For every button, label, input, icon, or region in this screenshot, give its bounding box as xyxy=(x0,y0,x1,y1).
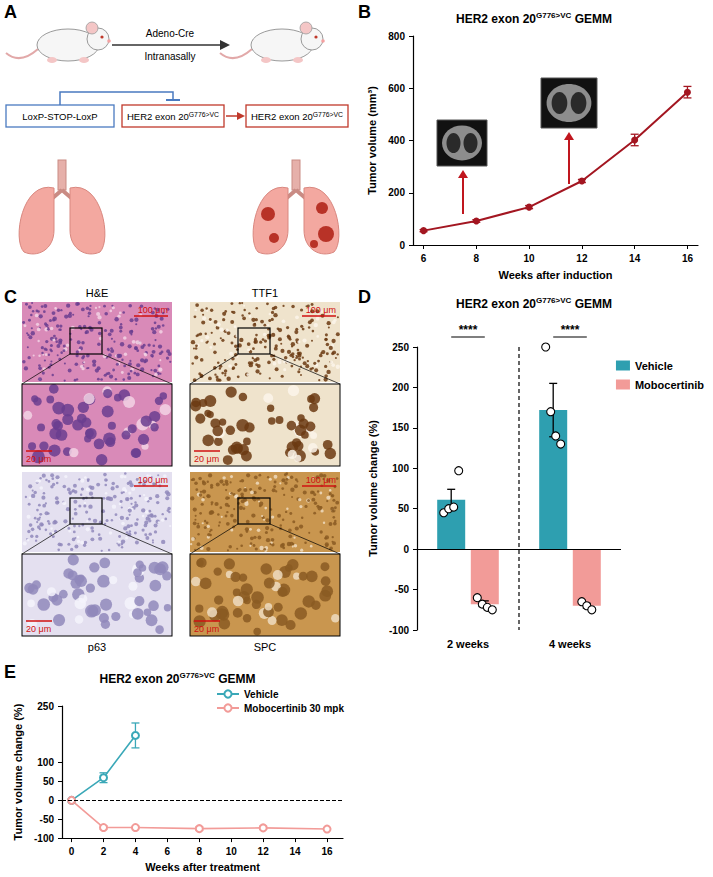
svg-text:p63: p63 xyxy=(88,641,106,653)
svg-text:HER2 exon 20G776>VC: HER2 exon 20G776>VC xyxy=(251,111,343,122)
svg-text:100 μm: 100 μm xyxy=(306,305,336,315)
svg-text:Vehicle: Vehicle xyxy=(635,360,673,372)
svg-text:GEMM: GEMM xyxy=(571,12,612,26)
svg-text:Tumor volume (mm³): Tumor volume (mm³) xyxy=(366,86,378,195)
svg-text:200: 200 xyxy=(388,187,405,198)
svg-text:20 μm: 20 μm xyxy=(26,624,51,634)
svg-text:HER2 exon 20: HER2 exon 20 xyxy=(456,12,536,26)
svg-text:100: 100 xyxy=(37,757,54,768)
svg-text:-50: -50 xyxy=(40,814,55,825)
svg-text:12: 12 xyxy=(258,846,270,857)
html-text:D: D xyxy=(358,287,371,307)
svg-text:8: 8 xyxy=(474,253,480,264)
svg-text:Mobocertinib: Mobocertinib xyxy=(635,379,704,391)
svg-text:200: 200 xyxy=(392,382,409,393)
html-text:B: B xyxy=(358,2,371,22)
svg-text:HER2 exon 20G776>VC: HER2 exon 20G776>VC xyxy=(127,111,219,122)
svg-text:8: 8 xyxy=(197,846,203,857)
svg-text:50: 50 xyxy=(398,503,410,514)
svg-text:****: **** xyxy=(561,323,580,337)
svg-text:400: 400 xyxy=(388,135,405,146)
svg-text:2 weeks: 2 weeks xyxy=(447,638,489,650)
svg-text:14: 14 xyxy=(629,253,641,264)
svg-text:-100: -100 xyxy=(389,625,409,636)
svg-text:0: 0 xyxy=(399,240,405,251)
svg-text:Adeno-Cre: Adeno-Cre xyxy=(146,28,195,39)
svg-text:Vehicle: Vehicle xyxy=(244,689,279,700)
svg-text:SPC: SPC xyxy=(254,641,277,653)
svg-text:800: 800 xyxy=(388,31,405,42)
svg-text:12: 12 xyxy=(576,253,588,264)
html-text:E: E xyxy=(4,662,16,682)
svg-text:TTF1: TTF1 xyxy=(252,287,278,299)
svg-text:0: 0 xyxy=(69,846,75,857)
svg-text:Tumor volume change (%): Tumor volume change (%) xyxy=(367,420,379,557)
svg-text:20 μm: 20 μm xyxy=(194,624,219,634)
svg-text:600: 600 xyxy=(388,83,405,94)
svg-text:50: 50 xyxy=(43,776,55,787)
svg-text:2: 2 xyxy=(101,846,107,857)
svg-text:0: 0 xyxy=(403,544,409,555)
svg-text:Weeks after induction: Weeks after induction xyxy=(498,269,612,281)
html-text:C: C xyxy=(4,287,17,307)
svg-text:20 μm: 20 μm xyxy=(26,454,51,464)
svg-text:Weeks after treatment: Weeks after treatment xyxy=(145,861,260,873)
svg-text:H&E: H&E xyxy=(86,287,109,299)
svg-text:-100: -100 xyxy=(34,833,54,844)
svg-text:100 μm: 100 μm xyxy=(138,305,168,315)
svg-text:4: 4 xyxy=(133,846,139,857)
svg-text:G776>VC: G776>VC xyxy=(536,296,572,305)
svg-text:6: 6 xyxy=(165,846,171,857)
svg-text:14: 14 xyxy=(290,846,302,857)
svg-text:16: 16 xyxy=(682,253,694,264)
svg-text:****: **** xyxy=(459,323,478,337)
svg-text:10: 10 xyxy=(524,253,536,264)
svg-text:250: 250 xyxy=(37,701,54,712)
svg-text:16: 16 xyxy=(321,846,333,857)
svg-text:GEMM: GEMM xyxy=(571,297,612,311)
svg-text:4 weeks: 4 weeks xyxy=(549,638,591,650)
svg-text:Mobocertinib 30 mpk: Mobocertinib 30 mpk xyxy=(244,703,344,714)
svg-text:Tumor volume change (%): Tumor volume change (%) xyxy=(12,703,24,840)
html-text:A: A xyxy=(4,2,17,22)
svg-text:10: 10 xyxy=(226,846,238,857)
svg-text:20 μm: 20 μm xyxy=(194,454,219,464)
svg-text:100 μm: 100 μm xyxy=(138,475,168,485)
svg-text:G776>VC: G776>VC xyxy=(180,671,216,680)
svg-text:HER2 exon 20: HER2 exon 20 xyxy=(99,672,179,686)
svg-text:-50: -50 xyxy=(395,584,410,595)
svg-text:LoxP-STOP-LoxP: LoxP-STOP-LoxP xyxy=(22,111,97,122)
svg-text:0: 0 xyxy=(48,795,54,806)
svg-text:HER2 exon 20: HER2 exon 20 xyxy=(456,297,536,311)
svg-text:100: 100 xyxy=(392,463,409,474)
svg-text:Intranasally: Intranasally xyxy=(144,51,195,62)
svg-text:100 μm: 100 μm xyxy=(306,475,336,485)
svg-text:6: 6 xyxy=(421,253,427,264)
svg-text:G776>VC: G776>VC xyxy=(536,11,572,20)
svg-text:GEMM: GEMM xyxy=(215,672,256,686)
svg-text:150: 150 xyxy=(392,422,409,433)
svg-text:250: 250 xyxy=(392,342,409,353)
